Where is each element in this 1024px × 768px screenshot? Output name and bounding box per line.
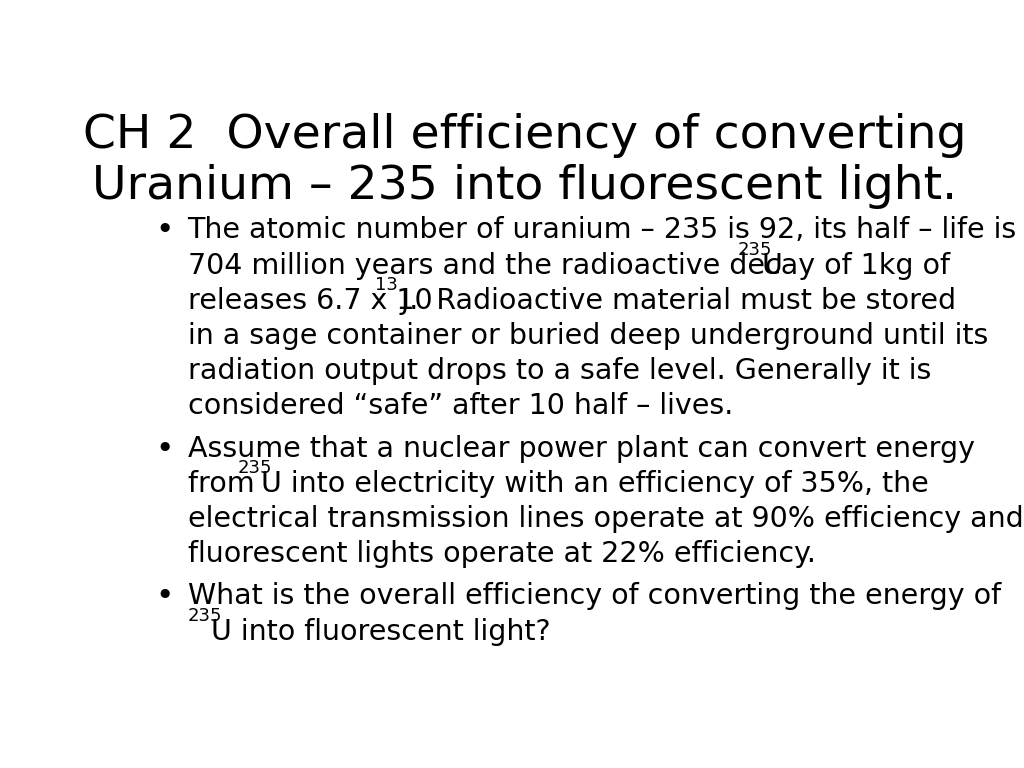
Text: •: •	[156, 217, 174, 245]
Text: radiation output drops to a safe level. Generally it is: radiation output drops to a safe level. …	[187, 357, 931, 385]
Text: Uranium – 235 into fluorescent light.: Uranium – 235 into fluorescent light.	[92, 164, 957, 210]
Text: The atomic number of uranium – 235 is 92, its half – life is: The atomic number of uranium – 235 is 92…	[187, 217, 1017, 244]
Text: releases 6.7 x 10: releases 6.7 x 10	[187, 286, 432, 315]
Text: considered “safe” after 10 half – lives.: considered “safe” after 10 half – lives.	[187, 392, 733, 420]
Text: 704 million years and the radioactive decay of 1kg of: 704 million years and the radioactive de…	[187, 252, 958, 280]
Text: 235: 235	[187, 607, 222, 625]
Text: U: U	[761, 252, 782, 280]
Text: CH 2  Overall efficiency of converting: CH 2 Overall efficiency of converting	[83, 113, 967, 158]
Text: What is the overall efficiency of converting the energy of: What is the overall efficiency of conver…	[187, 582, 1000, 611]
Text: U into fluorescent light?: U into fluorescent light?	[211, 617, 551, 646]
Text: J.  Radioactive material must be stored: J. Radioactive material must be stored	[392, 286, 956, 315]
Text: fluorescent lights operate at 22% efficiency.: fluorescent lights operate at 22% effici…	[187, 540, 815, 568]
Text: •: •	[156, 435, 174, 464]
Text: Assume that a nuclear power plant can convert energy: Assume that a nuclear power plant can co…	[187, 435, 975, 462]
Text: •: •	[156, 582, 174, 611]
Text: 235: 235	[238, 459, 272, 477]
Text: in a sage container or buried deep underground until its: in a sage container or buried deep under…	[187, 322, 988, 350]
Text: from: from	[187, 470, 263, 498]
Text: U into electricity with an efficiency of 35%, the: U into electricity with an efficiency of…	[261, 470, 929, 498]
Text: electrical transmission lines operate at 90% efficiency and: electrical transmission lines operate at…	[187, 505, 1023, 533]
Text: 235: 235	[737, 241, 772, 259]
Text: 13: 13	[375, 276, 397, 294]
